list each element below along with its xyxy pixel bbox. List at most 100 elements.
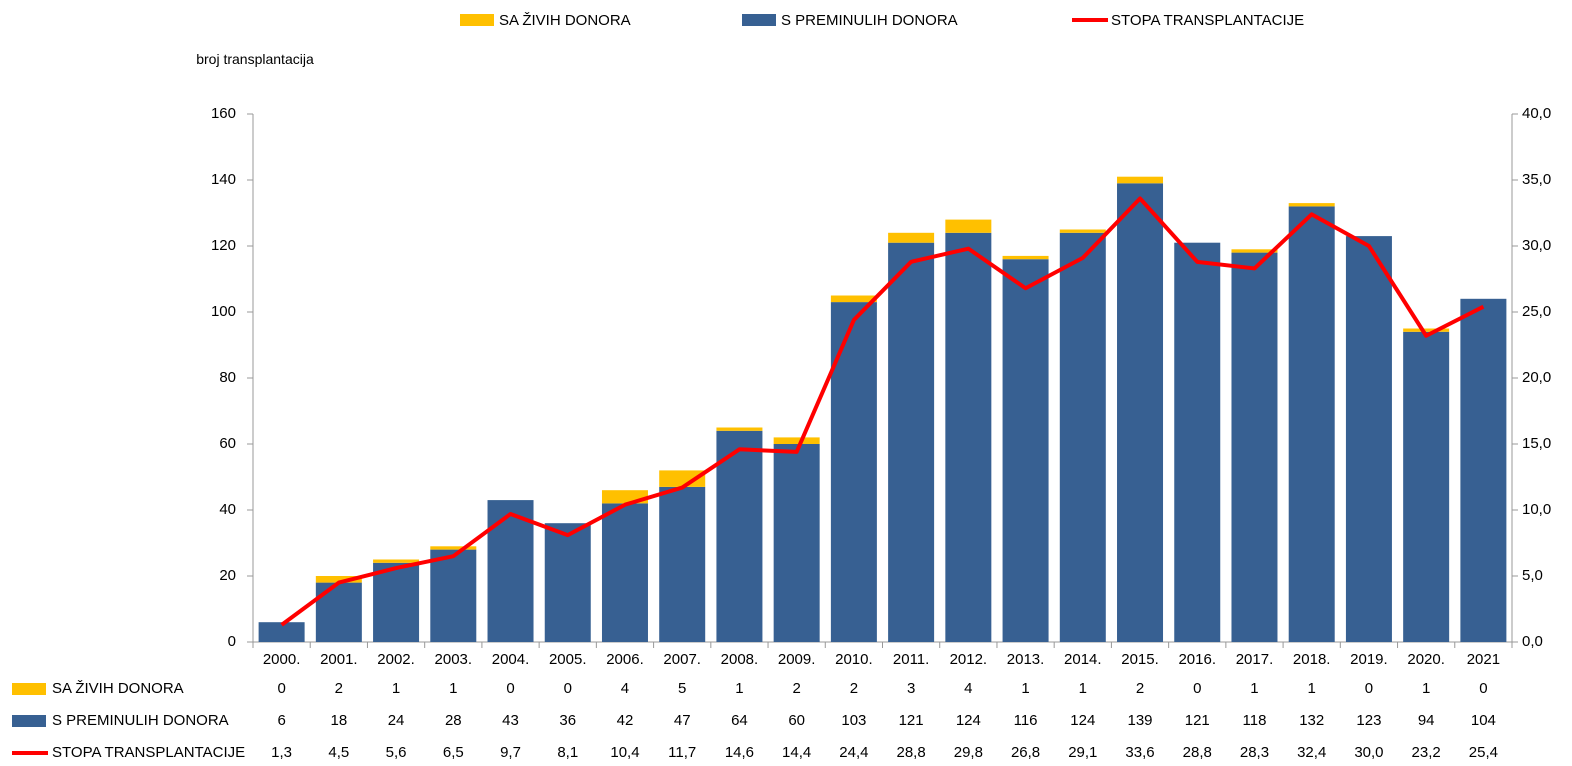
table-cell: 1 [392, 680, 400, 697]
bar-segment [1403, 328, 1450, 332]
bar-segment [716, 430, 763, 642]
bar-segment [773, 444, 820, 642]
table-cell: 1 [449, 680, 457, 697]
table-cell: 5,6 [386, 744, 407, 761]
table-cell: 23,2 [1412, 744, 1441, 761]
y-tick-label: 120 [211, 237, 236, 254]
table-cell: 14,6 [725, 744, 754, 761]
legend-swatch [12, 683, 46, 695]
table-cell: 103 [841, 712, 866, 729]
table-cell: 1 [1422, 680, 1430, 697]
table-row-label: S PREMINULIH DONORA [52, 712, 229, 729]
x-tick-label: 2019. [1350, 651, 1388, 668]
bar-segment [1117, 176, 1164, 184]
x-tick-label: 2016. [1178, 651, 1216, 668]
legend-label: STOPA TRANSPLANTACIJE [1111, 12, 1304, 29]
x-tick-label: 2008. [721, 651, 759, 668]
table-cell: 11,7 [668, 744, 696, 761]
x-tick-label: 2013. [1007, 651, 1045, 668]
bar-segment [373, 559, 420, 563]
rate-line [280, 196, 1485, 627]
x-tick-label: 2012. [950, 651, 988, 668]
y-tick-label: 40 [219, 501, 236, 518]
bar-segment [1059, 232, 1106, 643]
bar-segment [945, 232, 992, 643]
table-cell: 6,5 [443, 744, 464, 761]
legend-swatch [460, 14, 494, 26]
bar-segment [1460, 298, 1507, 642]
x-tick-label: 2007. [663, 651, 701, 668]
y2-tick-label: 15,0 [1522, 435, 1551, 452]
table-cell: 28,8 [897, 744, 926, 761]
table-cell: 43 [502, 712, 519, 729]
bar-segment [1231, 249, 1278, 253]
x-tick-label: 2010. [835, 651, 873, 668]
bar-segment [1288, 203, 1335, 207]
y2-tick-label: 0,0 [1522, 633, 1543, 650]
bar-segment [430, 549, 477, 642]
bar-segment [659, 470, 706, 487]
x-tick-label: 2021 [1467, 651, 1500, 668]
legend-swatch [742, 14, 776, 26]
table-cell: 104 [1471, 712, 1496, 729]
x-tick-label: 2001. [320, 651, 358, 668]
table-cell: 28 [445, 712, 462, 729]
table-cell: 4 [964, 680, 972, 697]
y2-tick-label: 25,0 [1522, 303, 1551, 320]
table-cell: 132 [1299, 712, 1324, 729]
x-tick-label: 2015. [1121, 651, 1159, 668]
bar-segment [773, 437, 820, 444]
table-cell: 0 [277, 680, 285, 697]
table-cell: 121 [899, 712, 924, 729]
table-cell: 28,3 [1240, 744, 1269, 761]
bar-segment [659, 486, 706, 642]
table-cell: 2 [335, 680, 343, 697]
y-tick-label: 100 [211, 303, 236, 320]
table-cell: 2 [792, 680, 800, 697]
table-cell: 29,8 [954, 744, 983, 761]
table-cell: 8,1 [557, 744, 578, 761]
table-cell: 1 [1079, 680, 1087, 697]
table-cell: 10,4 [610, 744, 639, 761]
bar-segment [258, 622, 305, 642]
y-tick-label: 140 [211, 171, 236, 188]
x-tick-label: 2006. [606, 651, 644, 668]
x-tick-label: 2018. [1293, 651, 1331, 668]
table-cell: 0 [564, 680, 572, 697]
y2-tick-label: 40,0 [1522, 105, 1551, 122]
table-cell: 121 [1185, 712, 1210, 729]
x-tick-label: 2020. [1407, 651, 1445, 668]
table-cell: 2 [850, 680, 858, 697]
y2-tick-label: 20,0 [1522, 369, 1551, 386]
table-cell: 29,1 [1068, 744, 1097, 761]
table-cell: 26,8 [1011, 744, 1040, 761]
table-cell: 124 [956, 712, 981, 729]
table-cell: 139 [1128, 712, 1153, 729]
table-cell: 94 [1418, 712, 1435, 729]
x-tick-label: 2014. [1064, 651, 1102, 668]
table-cell: 1 [735, 680, 743, 697]
bar-segment [373, 562, 420, 642]
x-tick-label: 2005. [549, 651, 587, 668]
table-cell: 123 [1356, 712, 1381, 729]
table-row-label: SA ŽIVIH DONORA [52, 680, 184, 697]
table-cell: 30,0 [1354, 744, 1383, 761]
x-tick-label: 2000. [263, 651, 301, 668]
y2-tick-label: 10,0 [1522, 501, 1551, 518]
y2-tick-label: 5,0 [1522, 567, 1543, 584]
table-cell: 0 [1365, 680, 1373, 697]
table-cell: 9,7 [500, 744, 521, 761]
table-cell: 36 [559, 712, 576, 729]
table-cell: 5 [678, 680, 686, 697]
table-cell: 1 [1021, 680, 1029, 697]
table-cell: 47 [674, 712, 691, 729]
legend-label: SA ŽIVIH DONORA [499, 12, 631, 29]
bar-segment [1288, 206, 1335, 642]
x-tick-label: 2009. [778, 651, 816, 668]
table-cell: 25,4 [1469, 744, 1498, 761]
table-cell: 33,6 [1125, 744, 1154, 761]
y-tick-label: 20 [219, 567, 236, 584]
table-cell: 1 [1308, 680, 1316, 697]
bar-segment [888, 242, 935, 642]
